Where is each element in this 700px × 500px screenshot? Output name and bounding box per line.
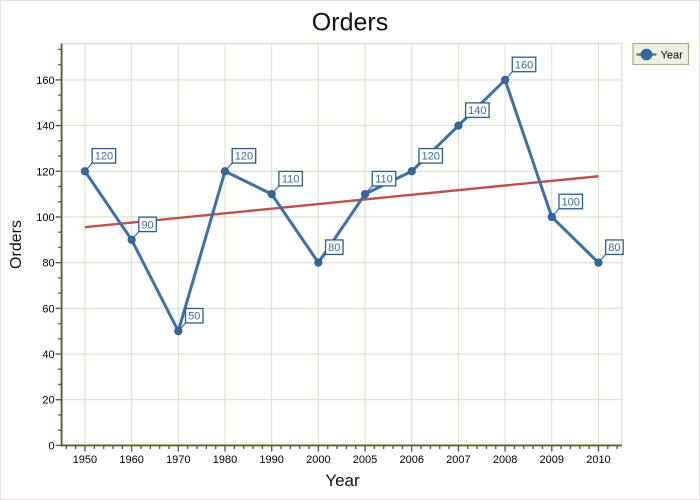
svg-text:Year: Year: [325, 471, 360, 490]
svg-text:2008: 2008: [493, 454, 517, 466]
svg-text:80: 80: [42, 258, 54, 270]
svg-text:110: 110: [375, 174, 393, 186]
svg-text:120: 120: [95, 151, 113, 163]
svg-text:2005: 2005: [353, 454, 377, 466]
svg-text:1960: 1960: [119, 454, 143, 466]
svg-text:90: 90: [141, 219, 153, 231]
svg-text:1990: 1990: [259, 454, 283, 466]
svg-text:160: 160: [515, 59, 533, 71]
svg-text:140: 140: [468, 105, 486, 117]
svg-text:1970: 1970: [166, 454, 190, 466]
svg-text:100: 100: [36, 212, 54, 224]
svg-text:2009: 2009: [540, 454, 564, 466]
svg-text:110: 110: [282, 174, 300, 186]
svg-text:2006: 2006: [399, 454, 423, 466]
svg-text:160: 160: [36, 75, 54, 87]
svg-text:0: 0: [48, 440, 54, 452]
svg-text:Year: Year: [661, 49, 684, 61]
svg-text:Orders: Orders: [312, 9, 388, 37]
svg-text:Orders: Orders: [8, 220, 25, 269]
svg-text:2000: 2000: [306, 454, 330, 466]
svg-text:80: 80: [608, 242, 620, 254]
svg-text:60: 60: [42, 303, 54, 315]
svg-text:1980: 1980: [213, 454, 237, 466]
svg-text:50: 50: [188, 311, 200, 323]
svg-text:140: 140: [36, 121, 54, 133]
svg-text:120: 120: [235, 151, 253, 163]
svg-text:100: 100: [562, 196, 580, 208]
svg-text:2007: 2007: [446, 454, 470, 466]
svg-text:120: 120: [421, 151, 439, 163]
svg-text:20: 20: [42, 395, 54, 407]
svg-text:2010: 2010: [586, 454, 610, 466]
svg-text:40: 40: [42, 349, 54, 361]
svg-text:1950: 1950: [73, 454, 97, 466]
svg-text:120: 120: [36, 166, 54, 178]
svg-text:80: 80: [328, 242, 340, 254]
